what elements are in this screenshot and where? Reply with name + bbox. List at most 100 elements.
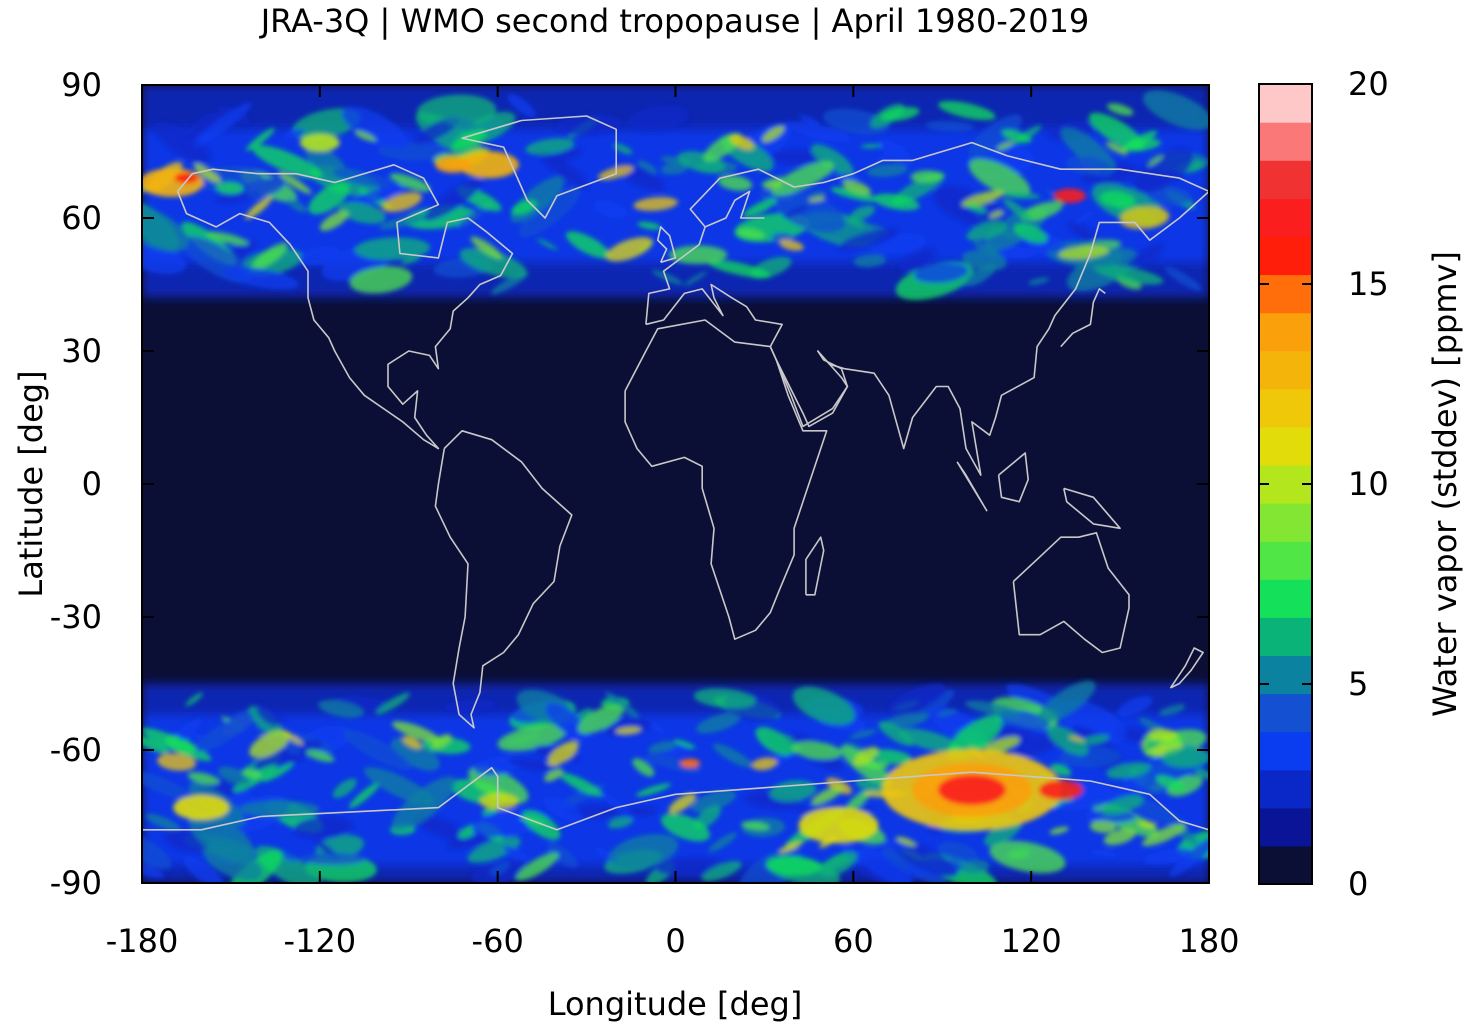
- field-blob: [1068, 736, 1085, 742]
- field-blob: [349, 266, 413, 294]
- field-blob: [674, 739, 696, 749]
- field-blob: [837, 227, 900, 251]
- field-blob: [1137, 820, 1158, 829]
- field-blob: [888, 683, 946, 716]
- field-blob: [187, 111, 221, 138]
- field-blob: [853, 254, 887, 268]
- field-hotspot: [173, 795, 230, 821]
- field-blob: [966, 220, 1007, 241]
- coastline: [645, 141, 1209, 476]
- field-blob: [1013, 223, 1048, 244]
- field-hotspot: [680, 758, 701, 768]
- y-tick-label: -30: [50, 598, 102, 636]
- field-hotspot: [798, 807, 879, 844]
- field-blob: [349, 782, 380, 809]
- colorbar-swatch: [1259, 160, 1312, 199]
- field-blob: [761, 125, 785, 143]
- field-blob: [707, 259, 771, 279]
- x-tick-label: 0: [665, 922, 685, 960]
- colorbar-swatch: [1259, 388, 1312, 428]
- y-tick-label: 60: [61, 199, 102, 237]
- field-blob: [252, 145, 323, 179]
- field-blob: [873, 193, 920, 211]
- field-blob: [1058, 245, 1110, 260]
- field-blob: [989, 840, 1066, 874]
- field-blob: [899, 248, 937, 272]
- field-blob: [1037, 680, 1096, 723]
- colorbar-ticks: 20 15 10 5 0: [1259, 65, 1389, 903]
- field-blob: [860, 144, 882, 149]
- colorbar-swatch: [1259, 122, 1312, 161]
- field-blob: [431, 734, 452, 750]
- field-blob: [1132, 147, 1194, 194]
- field-blob: [402, 736, 422, 749]
- field-blob: [193, 163, 221, 183]
- field-blob: [850, 205, 876, 221]
- field-blob: [783, 205, 808, 219]
- field-blob: [846, 790, 871, 811]
- field-blob: [241, 769, 262, 779]
- field-blob: [669, 245, 728, 265]
- field-blob: [966, 203, 987, 213]
- coastline: [956, 461, 988, 512]
- colorbar-swatch: [1259, 503, 1312, 542]
- field-blob: [661, 813, 710, 842]
- field-blob: [245, 196, 273, 220]
- field-blob: [249, 730, 290, 759]
- y-tick-label: 0: [82, 465, 102, 503]
- field-blob: [547, 842, 578, 868]
- field-blob: [997, 247, 1037, 259]
- field-blob: [185, 692, 204, 707]
- field-hotspot: [142, 168, 204, 197]
- field-blob: [142, 205, 189, 252]
- field-blob: [717, 175, 753, 191]
- field-blob: [375, 692, 411, 715]
- x-axis: -180 -120 -60 0 60 120 180: [106, 85, 1240, 960]
- field-blob: [142, 831, 172, 870]
- field-blob: [947, 715, 1002, 761]
- field-blob: [983, 736, 1021, 754]
- coastline: [805, 536, 825, 596]
- coastline: [704, 190, 765, 228]
- field-blob: [318, 699, 364, 718]
- field-blob: [195, 713, 254, 752]
- field-blob: [1047, 725, 1089, 756]
- field-blob: [925, 120, 974, 132]
- field-blob: [965, 263, 997, 287]
- field-blob: [897, 728, 961, 753]
- field-blob: [142, 864, 165, 878]
- field-blob: [606, 237, 653, 262]
- field-blob: [206, 231, 249, 246]
- field-blob: [973, 241, 1005, 258]
- field-blob: [1119, 206, 1170, 230]
- y-tick-label: -90: [50, 864, 102, 902]
- x-tick-label: -180: [106, 922, 179, 960]
- field-blob: [693, 688, 756, 709]
- field-blob: [1122, 130, 1158, 152]
- field-blob: [961, 190, 1004, 208]
- field-blob: [769, 780, 817, 802]
- colorbar-tick-label: 15: [1348, 265, 1389, 303]
- colorbar-swatch: [1259, 350, 1312, 390]
- coastline: [434, 430, 573, 729]
- x-tick-label: 180: [1178, 922, 1239, 960]
- field-hotspot: [937, 774, 1006, 806]
- field-blob: [187, 772, 220, 785]
- field-blob: [412, 117, 460, 145]
- coastline: [1060, 288, 1106, 348]
- field-blob: [293, 816, 354, 840]
- field-blob: [858, 848, 912, 883]
- field-blob: [1074, 210, 1097, 224]
- field-blob: [914, 262, 969, 284]
- field-blob: [1044, 243, 1067, 253]
- field-blob: [218, 766, 251, 786]
- plot-area: [142, 85, 1209, 883]
- field-blob: [632, 758, 655, 777]
- field-hotspot: [458, 151, 519, 179]
- field-blob: [830, 187, 878, 202]
- field-blob: [1002, 198, 1032, 221]
- field-blob: [766, 856, 822, 876]
- field-blob: [651, 269, 683, 285]
- field-blob: [300, 852, 366, 866]
- field-blob: [1161, 747, 1209, 768]
